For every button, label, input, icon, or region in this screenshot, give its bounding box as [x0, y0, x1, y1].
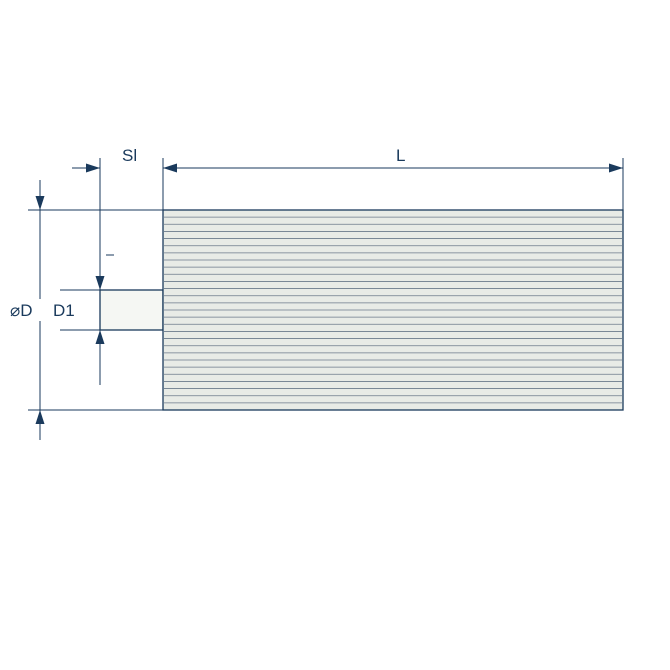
dim-label-Sl: Sl — [122, 146, 137, 166]
dim-label-L: L — [396, 146, 405, 166]
dim-label-D: ⌀D — [10, 301, 33, 321]
technical-drawing — [0, 0, 670, 670]
dim-label-D1: D1 — [53, 301, 75, 321]
